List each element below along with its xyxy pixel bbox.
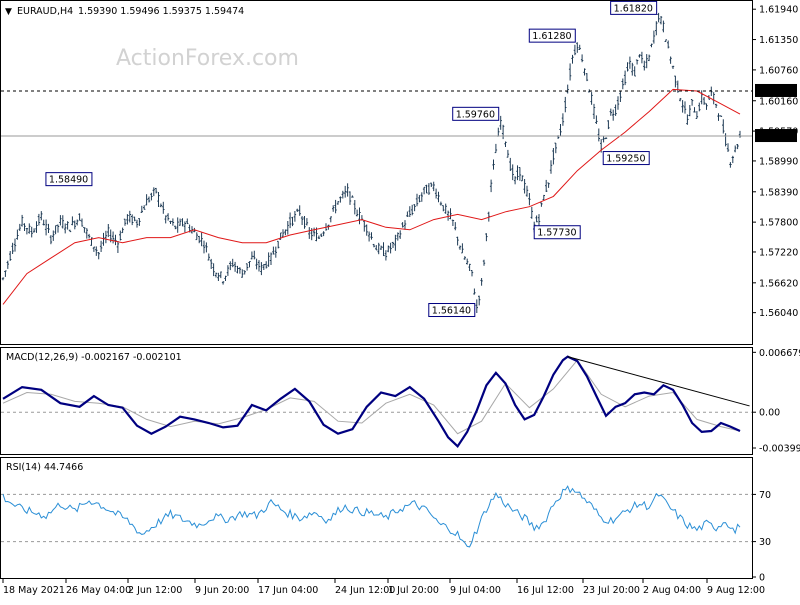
price-level-label: 1.60350	[758, 86, 797, 97]
watermark-text: ActionForex.com	[116, 46, 299, 71]
time-axis-label: 24 Jun 12:00	[335, 585, 395, 596]
time-axis-label: 2 Aug 04:00	[643, 585, 701, 596]
macd-plot	[1, 355, 752, 448]
rsi-title: RSI(14) 44.7466	[6, 462, 83, 473]
price-plot: 1.58490 1.56140 1.59760 1.57730 1.61280 1.592…	[1, 0, 752, 318]
rsi-axis-label: 0	[759, 573, 765, 584]
time-axis-label: 1 Jul 20:00	[388, 585, 439, 596]
price-axis-label: 1.61940	[759, 5, 798, 16]
time-axis-label: 16 Jul 12:00	[517, 585, 574, 596]
macd-main-line	[2, 355, 741, 448]
macd-trendline	[567, 356, 750, 407]
rsi-line	[2, 485, 741, 548]
price-level-box	[755, 129, 797, 143]
moving-average-line	[2, 88, 741, 305]
macd-signal-line	[2, 359, 741, 435]
level-label-text: 1.59250	[606, 154, 645, 165]
header-arrow-icon[interactable]: ▼	[5, 7, 12, 17]
level-label-text: 1.61280	[532, 31, 571, 42]
time-axis-label: 17 Jun 04:00	[258, 585, 318, 596]
price-level-label: 1.59474	[758, 132, 797, 143]
ohlc-readout: 1.59390 1.59496 1.59375 1.59474	[78, 6, 244, 17]
price-axis-label: 1.61350	[759, 35, 798, 46]
level-label-box	[528, 28, 576, 43]
rsi-plot	[1, 485, 752, 548]
price-axis-label: 1.57800	[759, 218, 798, 229]
price-axis-label: 1.56620	[759, 278, 798, 289]
price-axis-label: 1.58390	[759, 187, 798, 198]
time-axis-label: 9 Aug 12:00	[707, 585, 765, 596]
level-label-box	[428, 303, 476, 318]
price-axis-label: 1.58990	[759, 156, 798, 167]
level-label-text: 1.58490	[49, 175, 88, 186]
level-label-text: 1.59760	[456, 109, 495, 120]
price-panel-frame	[0, 0, 753, 345]
macd-axis-label: -0.003994	[759, 444, 800, 455]
price-axis-label: 1.60160	[759, 96, 798, 107]
level-label-text: 1.56140	[432, 306, 471, 317]
macd-axis-label: 0.006679	[759, 348, 800, 359]
level-label-box	[45, 172, 93, 187]
time-axis-label: 23 Jul 20:00	[583, 585, 640, 596]
macd-title: MACD(12,26,9) -0.002167 -0.002101	[6, 352, 182, 363]
level-label-box	[602, 151, 650, 166]
rsi-panel-frame	[0, 457, 753, 579]
time-axis-label: 2 Jun 12:00	[128, 585, 182, 596]
time-axis-label: 9 Jun 20:00	[195, 585, 249, 596]
axes: 1.619401.613501.607601.601601.595701.589…	[2, 5, 800, 596]
level-label-box	[610, 0, 658, 15]
time-axis-label: 9 Jul 04:00	[450, 585, 501, 596]
price-axis-label: 1.56040	[759, 308, 798, 319]
time-axis-label: 18 May 2021	[3, 585, 65, 596]
price-axis-label: 1.57220	[759, 247, 798, 258]
symbol-label: EURAUD,H4	[17, 6, 73, 17]
level-label-box	[533, 225, 581, 240]
level-label-text: 1.57730	[537, 228, 576, 239]
rsi-axis-label: 30	[759, 537, 771, 548]
price-axis-label: 1.60760	[759, 65, 798, 76]
level-label-box	[452, 106, 500, 121]
time-axis-label: 26 May 04:00	[66, 585, 131, 596]
macd-panel-frame	[0, 347, 753, 455]
price-level-box	[755, 83, 797, 97]
level-label-text: 1.61820	[614, 3, 653, 14]
macd-axis-label: 0.00	[759, 408, 780, 419]
rsi-axis-label: 70	[759, 490, 771, 501]
